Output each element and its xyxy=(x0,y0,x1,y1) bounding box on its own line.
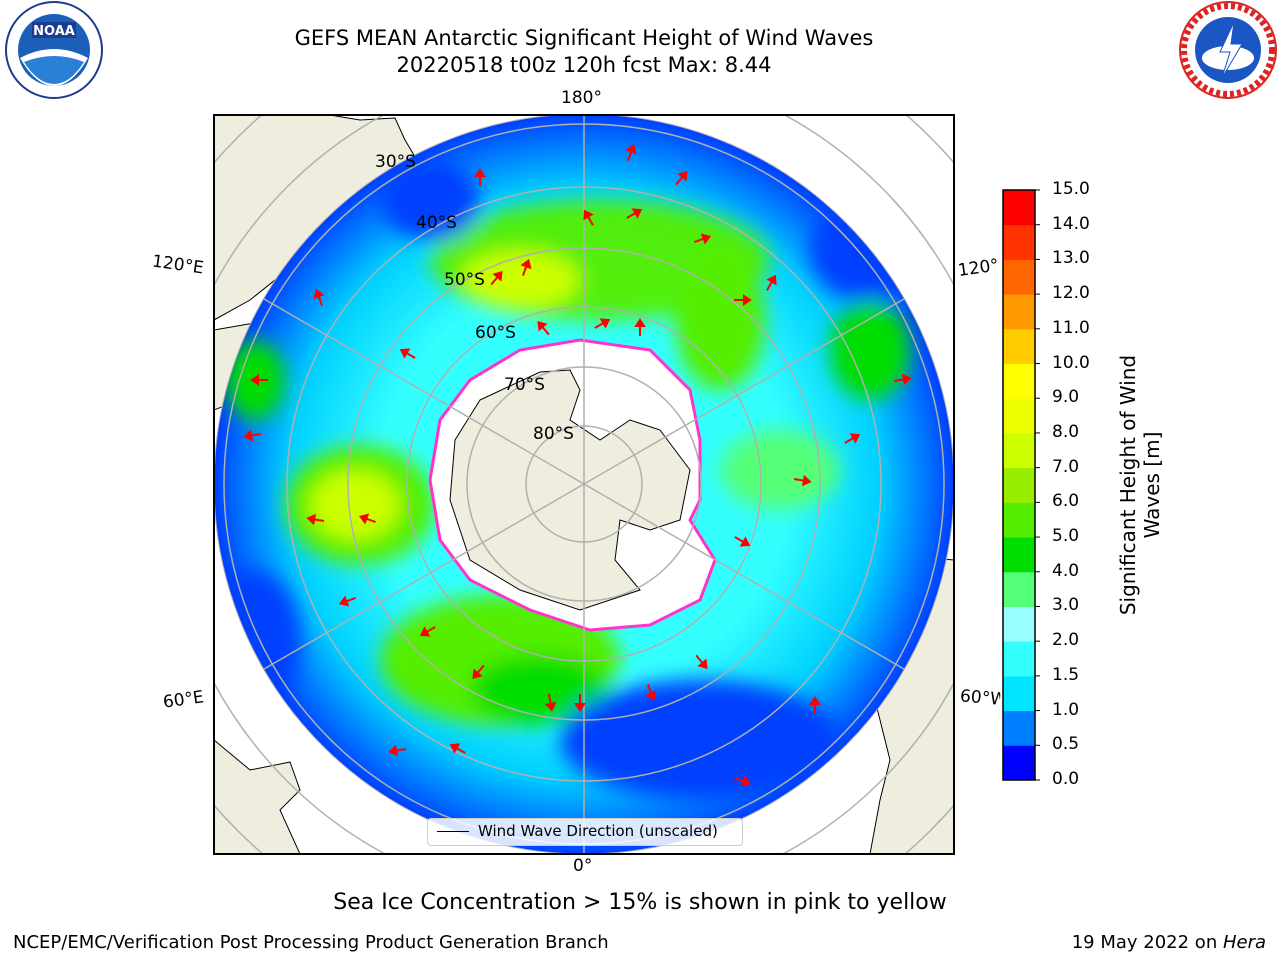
colorbar-segment xyxy=(1003,398,1035,434)
colorbar-tick-label: 9.0 xyxy=(1052,387,1080,408)
legend: Wind Wave Direction (unscaled) xyxy=(427,818,743,846)
colorbar-segment xyxy=(1003,259,1035,295)
colorbar-segment xyxy=(1003,571,1035,607)
svg-text:NOAA: NOAA xyxy=(33,24,75,39)
colorbar xyxy=(1002,189,1040,781)
colorbar-segment xyxy=(1003,710,1035,746)
colorbar-tick-label: 0.5 xyxy=(1052,734,1080,755)
lat-label-60s: 60°S xyxy=(475,323,516,343)
lat-label-70s: 70°S xyxy=(504,375,545,395)
colorbar-segment xyxy=(1003,606,1035,642)
colorbar-segment xyxy=(1003,467,1035,503)
colorbar-tick-label: 15.0 xyxy=(1052,179,1090,199)
graticule xyxy=(223,115,945,854)
colorbar-tick-label: 11.0 xyxy=(1052,317,1090,338)
sea-ice-note: Sea Ice Concentration > 15% is shown in … xyxy=(333,890,947,915)
colorbar-segment xyxy=(1003,641,1035,677)
footer-date-text: 19 May 2022 on xyxy=(1071,932,1223,953)
colorbar-segment xyxy=(1003,328,1035,365)
colorbar-frame xyxy=(1002,189,1036,781)
colorbar-segment xyxy=(1003,190,1035,226)
footer-machine: Hera xyxy=(1222,932,1266,953)
lon-label-180: 180° xyxy=(561,88,602,108)
colorbar-segment xyxy=(1003,745,1035,781)
colorbar-tick-label: 13.0 xyxy=(1052,248,1090,269)
noaa-logo: NOAA xyxy=(5,1,103,99)
chart-title: GEFS MEAN Antarctic Significant Height o… xyxy=(294,26,874,50)
lat-label-80s: 80°S xyxy=(533,424,574,444)
colorbar-tick-label: 3.0 xyxy=(1052,595,1080,616)
colorbar-segment xyxy=(1003,224,1035,260)
colorbar-tick-label: 14.0 xyxy=(1052,213,1090,234)
lon-label-0: 0° xyxy=(573,856,593,876)
colorbar-tick-label: 12.0 xyxy=(1052,283,1090,304)
colorbar-segment xyxy=(1003,432,1035,469)
colorbar-segment xyxy=(1003,537,1035,573)
legend-label: Wind Wave Direction (unscaled) xyxy=(478,822,718,840)
colorbar-tick-label: 1.0 xyxy=(1052,699,1080,720)
footer-branch: NCEP/EMC/Verification Post Processing Pr… xyxy=(13,932,609,953)
colorbar-tick-label: 2.0 xyxy=(1052,630,1080,651)
colorbar-title: Significant Height of Wind Waves [m] xyxy=(1116,354,1164,616)
map-frame xyxy=(213,114,955,855)
legend-line-icon xyxy=(437,831,469,832)
colorbar-tick-label: 7.0 xyxy=(1052,456,1080,477)
colorbar-segment xyxy=(1003,294,1035,330)
colorbar-segment xyxy=(1003,363,1035,399)
chart-subtitle: 20220518 t00z 120h fcst Max: 8.44 xyxy=(396,53,772,77)
lat-label-40s: 40°S xyxy=(416,213,457,233)
footer-date: 19 May 2022 on Hera xyxy=(1072,932,1266,953)
colorbar-tick-label: 6.0 xyxy=(1052,491,1080,512)
colorbar-tick-label: 10.0 xyxy=(1052,352,1090,373)
wind-wave-arrows xyxy=(243,143,912,787)
lat-label-30s: 30°S xyxy=(375,152,416,172)
colorbar-tick-label: 1.5 xyxy=(1052,664,1080,685)
colorbar-segment xyxy=(1003,502,1035,538)
nws-logo xyxy=(1179,1,1277,99)
colorbar-segment xyxy=(1003,675,1035,712)
lat-label-50s: 50°S xyxy=(444,270,485,290)
colorbar-tick-label: 5.0 xyxy=(1052,526,1080,547)
colorbar-tick-label: 0.0 xyxy=(1052,769,1080,789)
colorbar-tick-label: 8.0 xyxy=(1052,421,1080,442)
colorbar-tick-label: 4.0 xyxy=(1052,560,1080,581)
lon-label-60w: 60°W xyxy=(959,686,1001,710)
